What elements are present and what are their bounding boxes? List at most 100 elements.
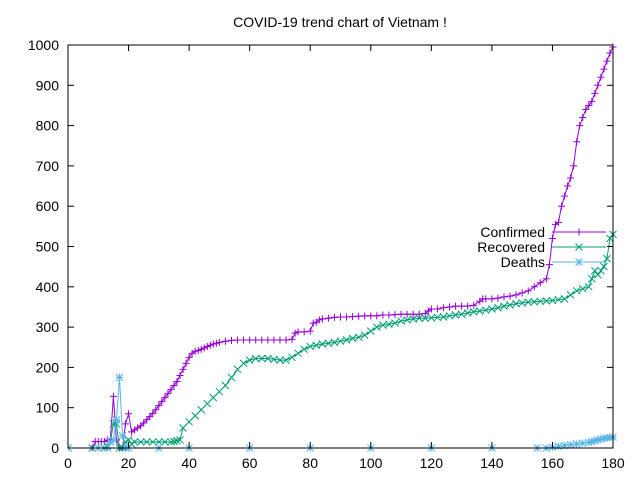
data-point-confirmed <box>152 406 160 414</box>
data-point-confirmed <box>200 344 208 352</box>
data-point-confirmed <box>464 302 472 310</box>
data-point-confirmed <box>518 289 526 297</box>
data-point-confirmed <box>122 420 130 428</box>
data-point-recovered <box>282 356 290 364</box>
data-point-confirmed <box>252 336 260 344</box>
data-point-recovered <box>227 373 236 382</box>
data-point-confirmed <box>427 305 435 313</box>
data-point-recovered <box>185 417 193 426</box>
data-point-confirmed <box>555 218 562 226</box>
data-point-confirmed <box>240 336 248 344</box>
data-point-confirmed <box>349 313 357 321</box>
data-point-recovered <box>276 356 284 364</box>
data-point-recovered <box>312 341 321 350</box>
data-point-confirmed <box>343 313 351 321</box>
data-point-recovered <box>330 338 339 347</box>
data-point-recovered <box>524 298 533 306</box>
data-point-recovered <box>500 302 508 310</box>
data-point-recovered <box>300 345 309 354</box>
data-point-confirmed <box>318 315 326 323</box>
data-point-confirmed <box>373 312 381 320</box>
data-point-confirmed <box>446 303 453 311</box>
x-tick-label: 60 <box>242 455 258 471</box>
data-point-deaths <box>112 415 121 424</box>
data-point-confirmed <box>591 89 599 97</box>
data-point-confirmed <box>573 138 581 146</box>
data-point-confirmed <box>209 340 217 348</box>
legend-marker-confirmed <box>575 228 583 236</box>
y-tick-label: 900 <box>36 77 60 93</box>
data-point-confirmed <box>215 338 223 346</box>
data-point-confirmed <box>337 313 344 321</box>
data-point-confirmed <box>361 312 369 320</box>
data-point-confirmed <box>206 341 214 349</box>
data-point-confirmed <box>588 97 596 105</box>
axes: 0 20 40 60 80 100 120 140 160 180 0 100 200 300 400 500… <box>28 37 625 471</box>
data-point-confirmed <box>228 336 235 344</box>
data-point-confirmed <box>109 392 117 400</box>
data-point-recovered <box>233 365 242 374</box>
data-point-confirmed <box>246 336 254 344</box>
data-point-recovered <box>191 411 200 420</box>
x-tick-label: 0 <box>64 455 72 471</box>
data-point-confirmed <box>170 382 178 390</box>
data-point-recovered <box>578 284 587 293</box>
x-tick-label: 40 <box>181 455 197 471</box>
data-point-recovered <box>600 262 608 271</box>
data-point-recovered <box>366 327 375 335</box>
data-point-confirmed <box>409 310 417 318</box>
data-point-confirmed <box>600 65 608 73</box>
data-point-confirmed <box>212 339 220 347</box>
y-tick-label: 200 <box>36 359 60 375</box>
data-point-recovered <box>336 337 345 346</box>
x-tick-label: 100 <box>359 455 383 471</box>
data-point-confirmed <box>564 182 572 190</box>
data-point-deaths <box>115 373 124 382</box>
data-point-deaths <box>109 436 118 444</box>
data-point-recovered <box>221 381 230 390</box>
data-point-confirmed <box>570 162 578 170</box>
data-point-recovered <box>136 438 145 446</box>
data-point-confirmed <box>324 314 332 322</box>
data-point-recovered <box>170 437 178 446</box>
data-point-confirmed <box>355 312 363 320</box>
data-point-confirmed <box>221 337 229 345</box>
data-point-recovered <box>197 405 206 414</box>
data-point-confirmed <box>367 312 375 320</box>
data-point-recovered <box>173 436 181 445</box>
data-point-recovered <box>597 266 605 275</box>
data-point-confirmed <box>282 336 290 344</box>
data-point-deaths <box>594 436 602 444</box>
data-point-recovered <box>372 323 381 331</box>
data-point-deaths <box>590 436 599 445</box>
data-point-recovered <box>415 314 424 323</box>
y-tick-label: 800 <box>36 118 60 134</box>
data-point-recovered <box>167 438 175 446</box>
data-point-recovered <box>209 393 218 402</box>
y-tick-label: 500 <box>36 239 60 255</box>
data-point-confirmed <box>158 398 166 406</box>
data-point-recovered <box>606 234 614 243</box>
data-point-recovered <box>124 436 133 444</box>
data-point-confirmed <box>582 105 590 113</box>
x-tick-label: 20 <box>121 455 137 471</box>
data-point-recovered <box>572 286 581 295</box>
data-point-deaths <box>118 432 127 440</box>
data-point-recovered <box>488 305 496 313</box>
y-tick-label: 0 <box>51 440 59 456</box>
data-point-deaths <box>578 439 587 448</box>
data-point-confirmed <box>385 311 393 319</box>
data-point-confirmed <box>488 295 496 303</box>
data-point-confirmed <box>452 302 460 310</box>
data-point-confirmed <box>149 409 157 417</box>
data-point-recovered <box>457 310 466 319</box>
data-point-confirmed <box>203 342 211 350</box>
data-point-confirmed <box>561 192 569 200</box>
data-point-confirmed <box>594 81 602 89</box>
data-point-confirmed <box>603 57 611 65</box>
data-point-recovered <box>397 317 405 325</box>
data-point-confirmed <box>500 293 508 301</box>
y-tick-label: 1000 <box>28 37 59 53</box>
data-point-confirmed <box>125 410 133 418</box>
x-tick-label: 140 <box>480 455 504 471</box>
